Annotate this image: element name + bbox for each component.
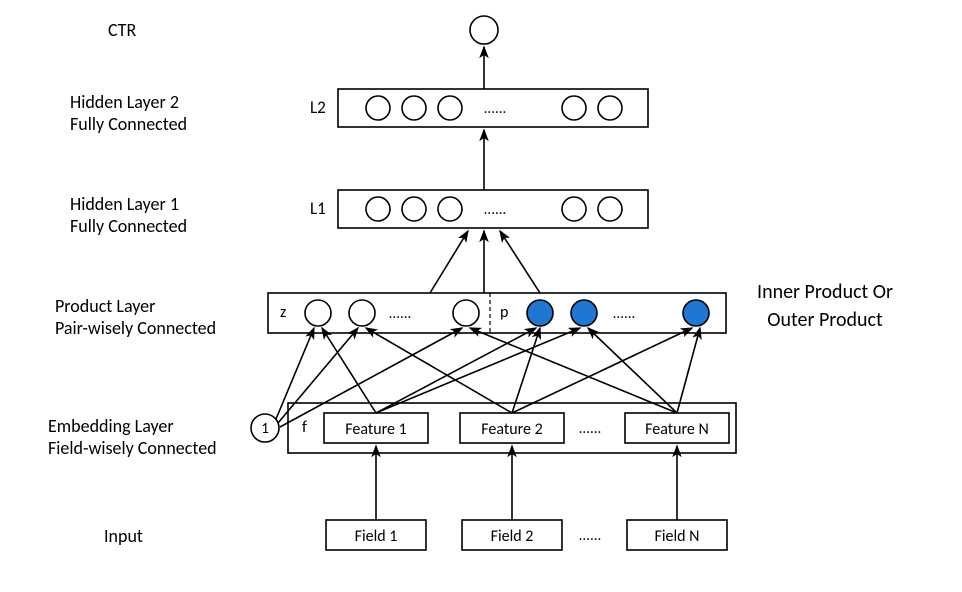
- node-empty: [438, 96, 462, 120]
- node-filled: [571, 300, 597, 326]
- node-filled: [683, 300, 709, 326]
- box-label: Field 2: [491, 527, 534, 546]
- arrow: [430, 231, 468, 293]
- node-empty: [305, 300, 331, 326]
- node-empty: [562, 96, 586, 120]
- arrow: [276, 328, 314, 419]
- bias-label: 1: [261, 420, 269, 438]
- z-label: z: [280, 303, 286, 322]
- arrow: [470, 328, 677, 413]
- box-label: Feature 1: [345, 420, 406, 439]
- diagram-svg: L2...... L1...... z p............ 1 f Feature …: [0, 0, 962, 592]
- node-empty: [366, 197, 390, 221]
- ellipsis: ......: [579, 527, 602, 545]
- node-empty: [349, 300, 375, 326]
- node-filled: [527, 300, 553, 326]
- ellipsis: ......: [389, 305, 412, 323]
- node-empty: [402, 197, 426, 221]
- node-empty: [366, 96, 390, 120]
- node-empty: [402, 96, 426, 120]
- f-label: f: [302, 418, 307, 437]
- arrow: [677, 328, 700, 413]
- l2-label: L2: [310, 97, 326, 118]
- ellipsis: ......: [484, 201, 507, 219]
- arrow: [376, 328, 580, 413]
- arrow: [278, 328, 358, 423]
- p-label: p: [500, 303, 508, 322]
- ellipsis: ......: [579, 420, 602, 438]
- arrow: [500, 231, 540, 293]
- box-label: Field 1: [355, 527, 398, 546]
- node-empty: [598, 96, 622, 120]
- box-label: Feature N: [645, 420, 709, 439]
- arrow: [512, 328, 540, 413]
- node-empty: [470, 16, 498, 44]
- ellipsis: ......: [484, 100, 507, 118]
- l1-label: L1: [310, 198, 326, 219]
- node-empty: [598, 197, 622, 221]
- node-empty: [453, 300, 479, 326]
- arrow: [376, 328, 536, 413]
- box-label: Feature 2: [481, 420, 542, 439]
- ellipsis: ......: [613, 305, 636, 323]
- box-label: Field N: [654, 527, 699, 546]
- node-empty: [438, 197, 462, 221]
- node-empty: [562, 197, 586, 221]
